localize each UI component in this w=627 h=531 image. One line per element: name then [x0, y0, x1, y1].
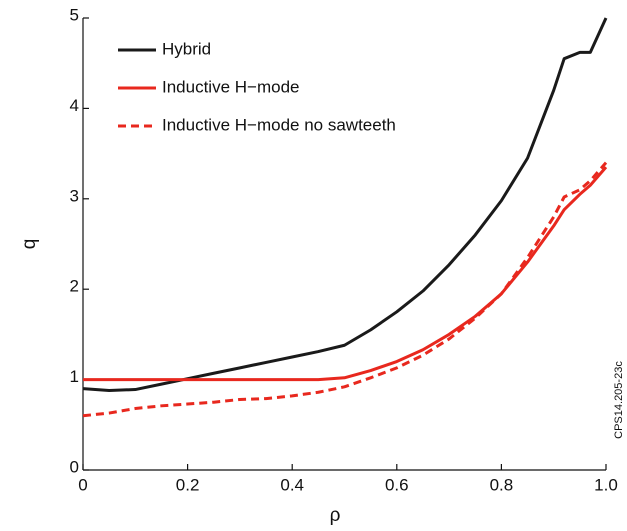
series-line: [82, 161, 608, 418]
x-tick-label: 0.4: [280, 475, 304, 494]
y-tick-label: 0: [70, 457, 79, 476]
x-tick-label: 0: [78, 475, 87, 494]
x-tick-label: 0.8: [490, 475, 514, 494]
x-tick-label: 0.6: [385, 475, 409, 494]
series-line: [82, 17, 608, 392]
legend-label: Inductive H−mode: [162, 77, 300, 96]
x-tick-label: 0.2: [176, 475, 200, 494]
x-axis-label: ρ: [330, 505, 341, 526]
y-tick-label: 2: [70, 277, 79, 296]
y-tick-label: 3: [70, 186, 79, 205]
series-line: [83, 166, 608, 382]
y-tick-label: 1: [70, 367, 79, 386]
legend-label: Inductive H−mode no sawteeth: [162, 115, 396, 134]
y-tick-label: 5: [70, 5, 79, 24]
figure-id: CPS14.205-23c: [613, 361, 625, 439]
y-tick-label: 4: [70, 96, 79, 115]
legend-label: Hybrid: [162, 39, 211, 58]
y-axis-label: q: [19, 239, 40, 250]
x-tick-label: 1.0: [594, 475, 618, 494]
